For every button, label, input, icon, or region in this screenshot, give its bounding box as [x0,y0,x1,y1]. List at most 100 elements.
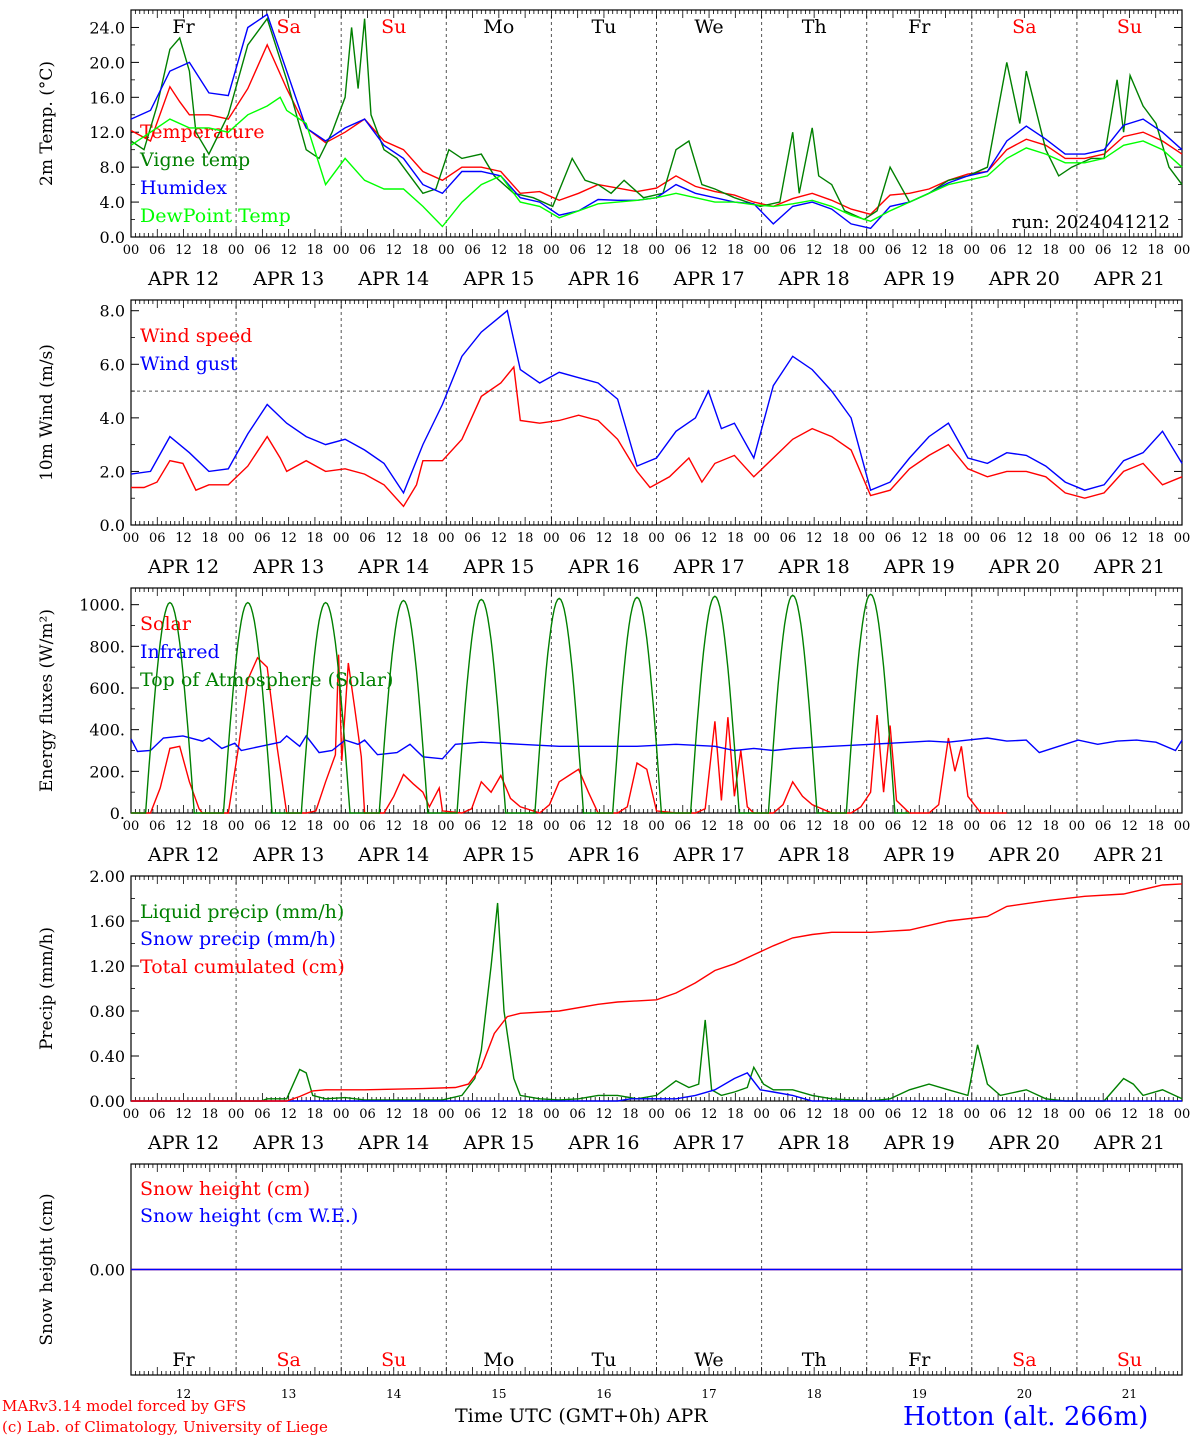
weekday-label: Fr [908,16,931,38]
day-number: 19 [912,1387,927,1401]
hour-tick-label: 18 [622,531,639,546]
hour-tick-label: 18 [202,819,219,834]
hour-tick-label: 18 [1147,819,1164,834]
y-axis-label: 2m Temp. (°C) [37,61,57,186]
hour-tick-label: 00 [1174,819,1191,834]
series-line [131,365,1183,508]
hour-tick-label: 06 [780,1107,797,1122]
hour-tick-label: 00 [228,819,245,834]
hour-tick-label: 12 [280,243,297,258]
hour-tick-label: 18 [1042,819,1059,834]
hour-tick-label: 12 [385,819,402,834]
hour-tick-label: 00 [123,819,140,834]
legend-entry: Wind speed [140,325,252,347]
y-tick-label: 8.0 [100,158,125,177]
hour-tick-label: 00 [543,243,560,258]
hour-tick-label: 12 [1016,531,1033,546]
hour-tick-label: 18 [202,243,219,258]
hour-tick-label: 12 [385,531,402,546]
hour-tick-label: 00 [964,1107,981,1122]
y-axis-label: Precip (mm/h) [37,927,57,1050]
y-tick-label: 2.00 [89,867,125,886]
legend-entry: Temperature [140,121,264,143]
date-label: APR 15 [462,1132,534,1154]
hour-tick-label: 18 [307,1107,324,1122]
run-label: run: 2024041212 [1012,212,1170,233]
hour-tick-label: 06 [149,243,166,258]
day-number: 15 [491,1387,506,1401]
y-tick-label: 800. [89,637,125,656]
y-tick-label: 4.0 [100,409,125,428]
weekday-label: Th [802,1349,827,1371]
hour-tick-label: 06 [1095,531,1112,546]
hour-tick-label: 06 [254,243,271,258]
hour-tick-label: 06 [885,531,902,546]
hour-tick-label: 18 [412,819,429,834]
hour-tick-label: 12 [596,819,613,834]
hour-tick-label: 06 [885,243,902,258]
hour-tick-label: 00 [648,1107,665,1122]
date-label: APR 17 [673,844,745,866]
hour-tick-label: 12 [491,243,508,258]
station-name: Hotton (alt. 266m) [903,1402,1149,1432]
hour-tick-label: 06 [359,243,376,258]
date-label: APR 21 [1093,844,1165,866]
date-label: APR 21 [1093,1132,1165,1154]
date-label: APR 18 [778,1132,850,1154]
date-label: APR 20 [988,844,1060,866]
date-label: APR 20 [988,268,1060,290]
hour-tick-label: 06 [359,1107,376,1122]
hour-tick-label: 12 [1016,243,1033,258]
hour-tick-label: 00 [648,243,665,258]
date-label: APR 14 [357,1132,429,1154]
hour-tick-label: 18 [727,819,744,834]
hour-tick-label: 06 [569,819,586,834]
weekday-label: Fr [172,16,195,38]
hour-tick-label: 12 [806,1107,823,1122]
hour-tick-label: 00 [123,243,140,258]
hour-tick-label: 12 [806,243,823,258]
legend-entry: Wind gust [140,353,238,375]
date-label: APR 19 [883,1132,955,1154]
hour-tick-label: 18 [1147,243,1164,258]
hour-tick-label: 12 [806,531,823,546]
date-label: APR 21 [1093,268,1165,290]
hour-tick-label: 00 [228,531,245,546]
hour-tick-label: 12 [701,1107,718,1122]
hour-tick-label: 00 [858,531,875,546]
date-label: APR 14 [357,844,429,866]
hour-tick-label: 18 [832,1107,849,1122]
day-number: 20 [1017,1387,1032,1401]
legend-entry: Snow height (cm W.E.) [140,1205,358,1227]
hour-tick-label: 18 [937,531,954,546]
hour-tick-label: 06 [885,1107,902,1122]
plot-frame [130,587,1183,814]
y-axis-label: Snow height (cm) [37,1193,57,1345]
hour-tick-label: 12 [280,531,297,546]
hour-tick-label: 00 [543,531,560,546]
hour-tick-label: 06 [780,531,797,546]
series-line [131,902,1183,1102]
hour-tick-label: 00 [543,1107,560,1122]
weekday-label: We [694,1349,723,1371]
weekday-label: Su [381,1349,406,1371]
panel-3: 0. 200. 400. 600. 800. 1000. Energy fluxes (W/… [37,587,1191,866]
hour-tick-label: 12 [280,819,297,834]
date-label: APR 18 [778,844,850,866]
series-line [131,883,1183,1102]
hour-tick-label: 12 [1121,243,1138,258]
copyright: (c) Lab. of Climatology, University of L… [2,1418,328,1436]
series-line [130,309,1183,495]
hour-tick-label: 06 [675,819,692,834]
y-tick-label: 24.0 [89,18,125,37]
y-tick-label: 2.0 [100,462,125,481]
date-label: APR 16 [567,844,639,866]
hour-tick-label: 12 [1016,819,1033,834]
series-line [130,43,1183,216]
hour-tick-label: 00 [858,243,875,258]
date-label: APR 12 [147,556,219,578]
y-tick-label: 0. [110,804,125,823]
hour-tick-label: 18 [1147,1107,1164,1122]
hour-tick-label: 18 [1042,531,1059,546]
